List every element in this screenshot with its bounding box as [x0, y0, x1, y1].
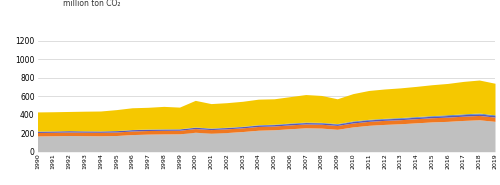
Text: million ton CO₂: million ton CO₂: [62, 0, 120, 8]
